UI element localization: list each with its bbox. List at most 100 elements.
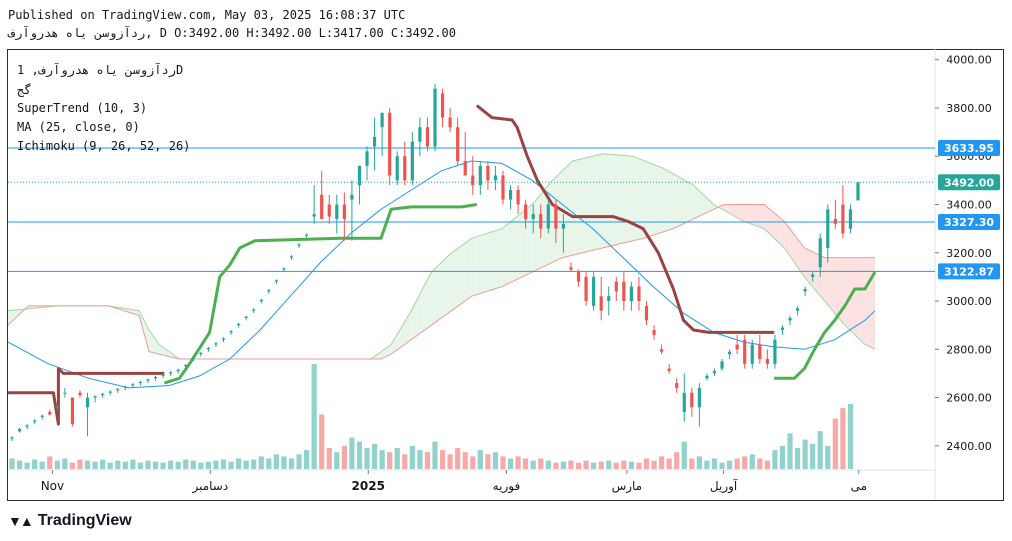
cloud-segment	[698, 190, 704, 217]
y-tick-label: 3200.00	[946, 247, 992, 260]
cloud-segment	[154, 337, 160, 355]
volume-bar	[500, 456, 506, 469]
volume-bar	[847, 403, 854, 469]
x-tick-label: Nov	[41, 479, 64, 493]
candle	[463, 132, 467, 176]
candle	[48, 409, 52, 416]
candle-body	[516, 190, 520, 205]
cloud-segment	[859, 257, 865, 345]
candle-body	[304, 234, 309, 236]
cloud-segment	[799, 241, 805, 277]
cloud-segment	[557, 170, 563, 260]
volume-bar	[432, 441, 438, 469]
candle-body	[70, 397, 75, 425]
candle-body	[85, 397, 90, 408]
candle	[780, 325, 785, 335]
candle-body	[116, 389, 120, 391]
moving-average	[7, 160, 876, 389]
candle	[138, 380, 143, 386]
cloud-segment	[507, 220, 513, 285]
candle-body	[418, 127, 422, 142]
volume-bar	[802, 439, 808, 469]
candle-body	[365, 151, 369, 166]
candle	[652, 325, 656, 340]
candle	[614, 276, 618, 302]
volume-bar	[470, 456, 476, 469]
cloud-span-a	[7, 153, 876, 360]
candle	[493, 165, 498, 190]
volume-bar	[711, 458, 718, 469]
grid-lines	[8, 49, 936, 500]
cloud-segment	[809, 250, 815, 289]
legend-symbol[interactable]: ردآزوسن یاه هدروآرف, 1D	[17, 63, 184, 77]
cloud-segment	[703, 194, 709, 215]
candle	[93, 395, 97, 403]
cloud-segment	[824, 257, 830, 308]
volume-bar	[583, 460, 589, 469]
candle	[403, 141, 407, 186]
volume-bar	[175, 461, 181, 469]
candle	[161, 373, 165, 379]
candle	[841, 185, 845, 239]
volume-bar	[591, 462, 597, 469]
y-tick-label: 2600.00	[946, 392, 992, 405]
volume-bar	[334, 452, 340, 469]
volume-bar	[84, 460, 91, 469]
volume-bar	[205, 461, 211, 469]
candle	[637, 276, 641, 311]
candle	[576, 269, 581, 287]
candle	[811, 272, 815, 282]
candle-body	[146, 379, 150, 381]
volume-bar	[266, 458, 272, 469]
supertrend-down	[8, 367, 165, 426]
y-axis: 4000.003800.003600.003400.003200.003000.…	[935, 54, 992, 453]
cloud-segment	[577, 158, 583, 254]
candle-body	[25, 425, 29, 427]
cloud-segment	[587, 156, 593, 252]
candle	[425, 117, 430, 152]
candle-body	[425, 127, 430, 147]
volume-bar	[213, 460, 219, 469]
candle	[667, 363, 671, 374]
candle	[206, 346, 210, 352]
candle	[10, 436, 14, 442]
candle-body	[841, 204, 845, 234]
candle	[660, 344, 664, 355]
volume-bar	[492, 452, 499, 469]
cloud-segment	[683, 179, 689, 224]
volume-bar	[523, 458, 529, 469]
volume-bar	[696, 456, 702, 469]
brand[interactable]: ▼▲ TradingView	[8, 512, 132, 530]
cloud-segment	[748, 204, 755, 225]
chart-frame[interactable]	[7, 49, 1004, 501]
candle	[848, 204, 853, 234]
y-tick-label: 2400.00	[946, 440, 992, 453]
volume-bar	[198, 462, 204, 469]
volume-bar	[439, 450, 446, 469]
volume-bar	[628, 461, 634, 469]
volume-bar	[69, 462, 76, 469]
candle-body	[569, 267, 573, 270]
cloud-segment	[794, 234, 800, 270]
legend-supertrend[interactable]: SuperTrend (10, 3)	[17, 101, 148, 115]
price-label-box	[938, 174, 1000, 191]
volume-bar	[92, 461, 98, 469]
legend-sub: گج	[17, 83, 32, 97]
candle-body	[221, 338, 226, 340]
candle	[304, 233, 309, 239]
cloud-segment	[431, 267, 437, 326]
legend-ma[interactable]: MA (25, close, 0)	[17, 120, 140, 134]
legend-ichimoku[interactable]: Ichimoku (9, 26, 52, 26)	[17, 139, 191, 153]
volume-bar	[77, 459, 83, 469]
volume-bar	[515, 456, 521, 469]
cloud-segment	[743, 204, 749, 224]
volume-bar	[258, 456, 264, 469]
candle-body	[448, 117, 452, 128]
candle	[297, 243, 301, 248]
candle-body	[697, 387, 701, 408]
candle-body	[780, 327, 785, 330]
cloud-segment	[764, 204, 770, 234]
cloud-segment	[164, 348, 170, 357]
candle-body	[282, 268, 286, 270]
